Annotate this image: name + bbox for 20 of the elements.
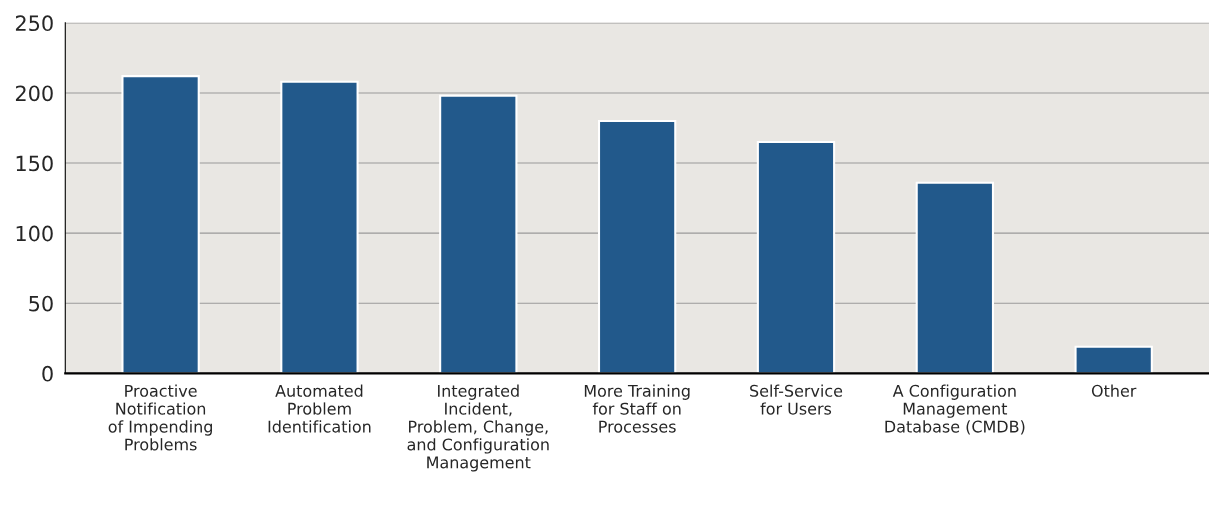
y-tick-label: 150: [16, 155, 53, 172]
bar: [439, 94, 518, 374]
x-tick-label: More Training for Staff on Processes: [584, 384, 690, 433]
bar: [1074, 345, 1153, 374]
y-tick-label: 50: [29, 295, 53, 312]
bar: [280, 80, 359, 374]
x-tick-label: Integrated Incident, Problem, Change, and Configuration Management: [407, 384, 549, 472]
bar: [597, 119, 677, 374]
y-tick-label: 250: [15, 15, 53, 32]
y-tick-label: 100: [16, 225, 53, 242]
y-tick-label: 0: [42, 365, 53, 382]
x-tick-label: Proactive Notification of Impending Problems: [108, 384, 212, 451]
x-tick-label: Automated Problem Identification: [268, 384, 371, 433]
y-tick-label: 200: [15, 85, 53, 102]
bar: [121, 75, 200, 374]
x-tick-label: Self-Service for Users: [750, 384, 843, 415]
x-tick-label: Other: [1091, 384, 1137, 397]
bar: [915, 181, 995, 374]
x-tick-label: A Configuration Management Database (CMDB): [885, 384, 1025, 435]
bar: [756, 141, 836, 374]
